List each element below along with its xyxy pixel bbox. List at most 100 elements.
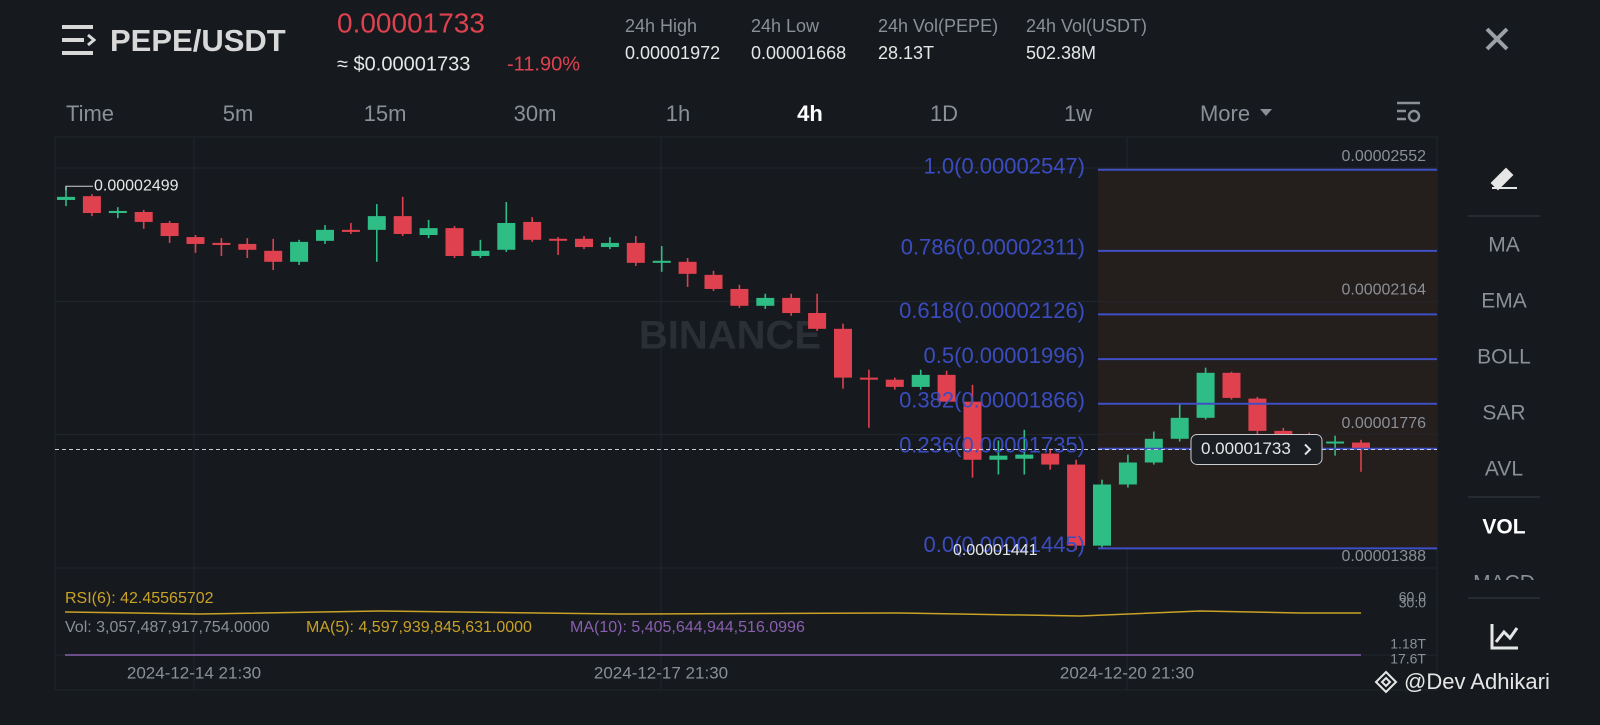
candle-body — [1015, 454, 1034, 459]
x-tick-label: 2024-12-14 21:30 — [127, 663, 261, 682]
current-price-box[interactable] — [1190, 433, 1323, 465]
draw-icon[interactable] — [1490, 167, 1517, 191]
tab[interactable]: 5m — [223, 101, 254, 126]
tab[interactable]: 1D — [930, 101, 958, 126]
candle-body — [678, 261, 697, 274]
candle-body — [1170, 417, 1189, 439]
candle-body — [1352, 442, 1370, 450]
candle-body — [782, 297, 801, 314]
fib-label: 0.5(0.00001996) — [924, 343, 1085, 368]
credit: @Dev Adhikari — [1404, 669, 1550, 694]
stat-value: 0.00001668 — [751, 43, 846, 63]
fib-label: 0.382(0.00001866) — [899, 388, 1085, 413]
indicator-tab[interactable]: VOL — [1482, 516, 1525, 539]
high-label: 0.00002499 — [94, 177, 179, 194]
candle-body — [963, 401, 982, 460]
candle-body — [756, 297, 775, 306]
candle-body — [1222, 372, 1241, 398]
candle-body — [367, 216, 386, 230]
indicator-tab[interactable]: MACD — [1473, 572, 1535, 595]
indicator-tab[interactable]: SAR — [1482, 402, 1525, 425]
close-button[interactable] — [1485, 27, 1509, 51]
rsi-axis: 30.0 — [1399, 595, 1426, 611]
candle-body — [186, 237, 205, 244]
tab[interactable]: Time — [66, 101, 114, 126]
fib-label: 0.786(0.00002311) — [901, 235, 1085, 260]
candle-body — [497, 222, 516, 250]
candle-body — [290, 241, 309, 262]
candle-body — [1067, 464, 1086, 546]
vol-axis: 1.18T — [1390, 636, 1426, 652]
candle-body — [1093, 484, 1111, 546]
tab[interactable]: 1w — [1064, 101, 1092, 126]
rsi-line — [64, 610, 1361, 617]
fib-label: 0.0(0.00001445) — [924, 532, 1085, 557]
tab[interactable]: 30m — [514, 101, 557, 126]
candle-body — [316, 229, 334, 241]
vol-axis: 17.6T — [1390, 651, 1426, 667]
usd-price: ≈ $0.00001733 — [337, 53, 470, 75]
candle-body — [834, 328, 852, 378]
candle-body — [730, 288, 749, 306]
more-arrow[interactable] — [1260, 109, 1272, 116]
candle-body — [1118, 462, 1137, 485]
ma5-label: MA(5): 4,597,939,845,631.0000 — [306, 619, 532, 636]
candle-body — [108, 210, 127, 214]
tab[interactable]: 15m — [364, 101, 407, 126]
fib-label: 0.236(0.00001735) — [899, 433, 1085, 458]
candle-body — [989, 455, 1008, 460]
candle-body — [238, 243, 257, 250]
y-tick-label: 0.00001776 — [1341, 415, 1426, 432]
y-tick-label: 0.00001388 — [1341, 548, 1426, 565]
sidebar: MA EMA BOLL SAR AVL VOL MACD — [1468, 167, 1540, 650]
ma10-label: MA(10): 5,405,644,944,516.0996 — [570, 619, 805, 636]
indicator-tab[interactable]: MA — [1488, 234, 1520, 257]
indicator-tab[interactable]: BOLL — [1477, 346, 1531, 369]
fib-label: 1.0(0.00002547) — [924, 154, 1085, 179]
candle-body — [264, 250, 283, 262]
stat-value: 0.00001972 — [625, 43, 720, 63]
stat-label: 24h High — [625, 16, 697, 36]
candle-body — [575, 238, 593, 248]
current-price: 0.00001733 — [1201, 439, 1291, 458]
stat-label: 24h Vol(PEPE) — [878, 16, 998, 36]
candle-body — [212, 242, 231, 245]
chart: BINANCE 0.00002552 0.00002164 0.00001776 0.0… — [54, 136, 1438, 691]
candle-body — [549, 238, 568, 241]
tabs: Time 5m 15m 30m 1h 4h 1D 1w More — [66, 101, 1272, 126]
y-tick-label: 0.00002164 — [1341, 282, 1426, 299]
candle-body — [808, 313, 827, 329]
stat-value: 502.38M — [1026, 43, 1096, 63]
chart-icon[interactable] — [1490, 624, 1519, 650]
credit-logo — [1374, 670, 1398, 694]
menu-icon[interactable] — [62, 25, 97, 55]
candle-body — [160, 222, 179, 237]
rsi-label: RSI(6): 42.45565702 — [65, 590, 214, 607]
change: -11.90% — [507, 53, 580, 75]
candle-body — [82, 196, 101, 214]
indicator-tab[interactable]: EMA — [1481, 290, 1527, 313]
candle-body — [523, 221, 542, 240]
candle-body — [600, 242, 619, 248]
candle-body — [341, 229, 360, 232]
settings-icon[interactable] — [1397, 101, 1421, 123]
candle-body — [885, 379, 904, 387]
x-tick-label: 2024-12-17 21:30 — [594, 663, 728, 682]
candle-body — [1041, 453, 1060, 465]
rsi-axis: 60.0 — [1399, 589, 1426, 605]
stat-label: 24h Vol(USDT) — [1026, 16, 1147, 36]
candle-body — [393, 216, 412, 234]
pair[interactable]: PEPE/USDT — [110, 23, 286, 58]
candle-body — [859, 377, 878, 380]
high-marker — [65, 185, 93, 191]
tab[interactable]: More — [1200, 101, 1250, 126]
candle-body — [704, 274, 723, 289]
price: 0.00001733 — [337, 7, 485, 38]
tab[interactable]: 4h — [797, 101, 823, 126]
indicator-tab[interactable]: AVL — [1485, 458, 1523, 481]
candle-body — [1248, 398, 1267, 431]
stats: 24h High 0.00001972 24h Low 0.00001668 24h V… — [625, 16, 1147, 63]
tab[interactable]: 1h — [666, 101, 690, 126]
